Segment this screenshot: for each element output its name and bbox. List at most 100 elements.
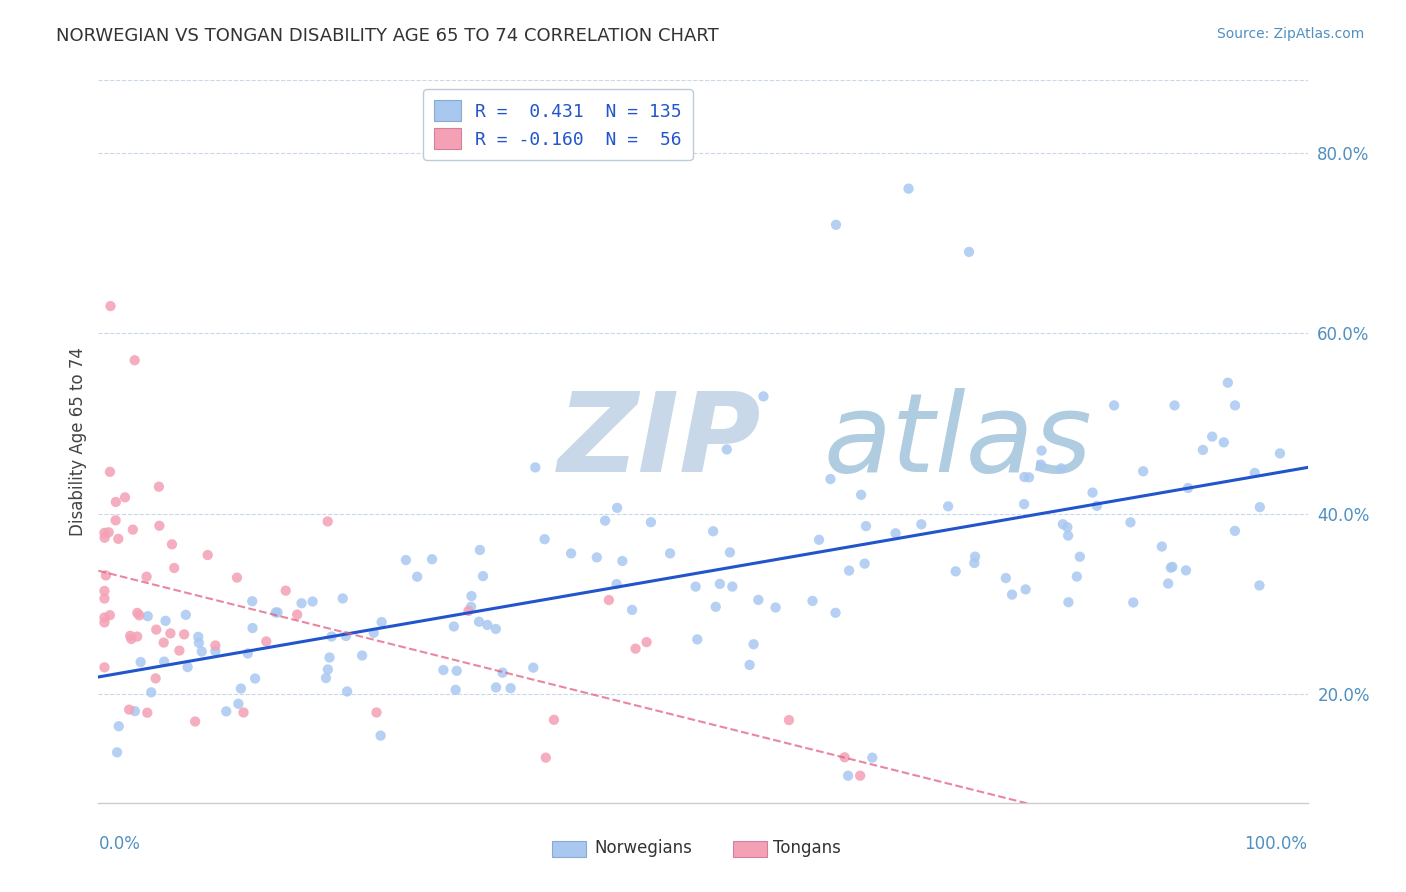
- Point: [491, 665, 513, 680]
- Point: [93, 591, 115, 606]
- Point: [801, 594, 824, 608]
- Point: [621, 603, 644, 617]
- Point: [533, 533, 555, 547]
- Point: [477, 618, 499, 632]
- Point: [472, 569, 495, 583]
- Point: [1212, 435, 1234, 450]
- Point: [236, 647, 259, 661]
- Point: [406, 570, 429, 584]
- FancyBboxPatch shape: [551, 841, 586, 857]
- Point: [585, 550, 607, 565]
- Point: [1201, 429, 1223, 443]
- Point: [120, 629, 142, 643]
- Point: [93, 660, 115, 674]
- Point: [266, 606, 288, 620]
- Point: [124, 704, 146, 718]
- Text: atlas: atlas: [824, 388, 1092, 495]
- Point: [127, 630, 149, 644]
- Point: [1102, 398, 1125, 412]
- Point: [838, 564, 860, 578]
- Point: [370, 729, 392, 743]
- Point: [1192, 442, 1215, 457]
- Point: [686, 632, 709, 647]
- Point: [1031, 443, 1053, 458]
- Point: [468, 615, 491, 629]
- Point: [215, 704, 238, 718]
- Point: [1119, 516, 1142, 530]
- Point: [965, 549, 987, 564]
- Point: [1157, 576, 1180, 591]
- Point: [1057, 595, 1080, 609]
- Point: [174, 607, 197, 622]
- Point: [1014, 470, 1036, 484]
- Point: [460, 599, 482, 614]
- Point: [229, 681, 252, 696]
- Point: [197, 548, 219, 562]
- Point: [1057, 528, 1080, 542]
- Point: [187, 636, 209, 650]
- Point: [522, 660, 544, 674]
- Point: [640, 515, 662, 529]
- Point: [184, 714, 207, 729]
- Point: [242, 621, 264, 635]
- Point: [1052, 517, 1074, 532]
- Point: [118, 703, 141, 717]
- Point: [778, 713, 800, 727]
- Point: [721, 580, 744, 594]
- Point: [127, 606, 149, 620]
- Point: [1249, 500, 1271, 515]
- Point: [94, 568, 117, 582]
- Point: [228, 697, 250, 711]
- Point: [204, 639, 226, 653]
- Point: [155, 614, 177, 628]
- Point: [107, 719, 129, 733]
- Point: [855, 519, 877, 533]
- Point: [457, 604, 479, 618]
- Point: [114, 491, 136, 505]
- Point: [232, 706, 254, 720]
- Point: [446, 664, 468, 678]
- Point: [1029, 458, 1052, 472]
- Text: NORWEGIAN VS TONGAN DISABILITY AGE 65 TO 74 CORRELATION CHART: NORWEGIAN VS TONGAN DISABILITY AGE 65 TO…: [56, 27, 718, 45]
- Point: [1163, 398, 1185, 412]
- Point: [145, 672, 167, 686]
- Point: [765, 600, 787, 615]
- Point: [1018, 470, 1040, 484]
- Point: [152, 635, 174, 649]
- Point: [485, 622, 508, 636]
- Point: [128, 608, 150, 623]
- Point: [808, 533, 831, 547]
- Point: [1050, 461, 1073, 475]
- Point: [1066, 569, 1088, 583]
- Point: [742, 637, 765, 651]
- Point: [1174, 563, 1197, 577]
- Point: [1056, 520, 1078, 534]
- Point: [226, 571, 249, 585]
- Text: 0.0%: 0.0%: [98, 835, 141, 854]
- Point: [104, 513, 127, 527]
- Point: [93, 531, 115, 545]
- Point: [141, 685, 163, 699]
- Point: [352, 648, 374, 663]
- Point: [105, 745, 128, 759]
- Point: [444, 682, 467, 697]
- Point: [432, 663, 454, 677]
- Point: [825, 218, 848, 232]
- Point: [363, 625, 385, 640]
- Point: [301, 594, 323, 608]
- Point: [160, 537, 183, 551]
- Point: [316, 662, 339, 676]
- Point: [685, 580, 707, 594]
- Point: [290, 596, 312, 610]
- Point: [176, 660, 198, 674]
- Point: [593, 514, 616, 528]
- Point: [173, 627, 195, 641]
- Point: [315, 671, 337, 685]
- Point: [148, 480, 170, 494]
- Point: [612, 554, 634, 568]
- Point: [716, 442, 738, 457]
- Point: [93, 615, 115, 630]
- Point: [98, 465, 121, 479]
- Point: [1122, 595, 1144, 609]
- Point: [718, 545, 741, 559]
